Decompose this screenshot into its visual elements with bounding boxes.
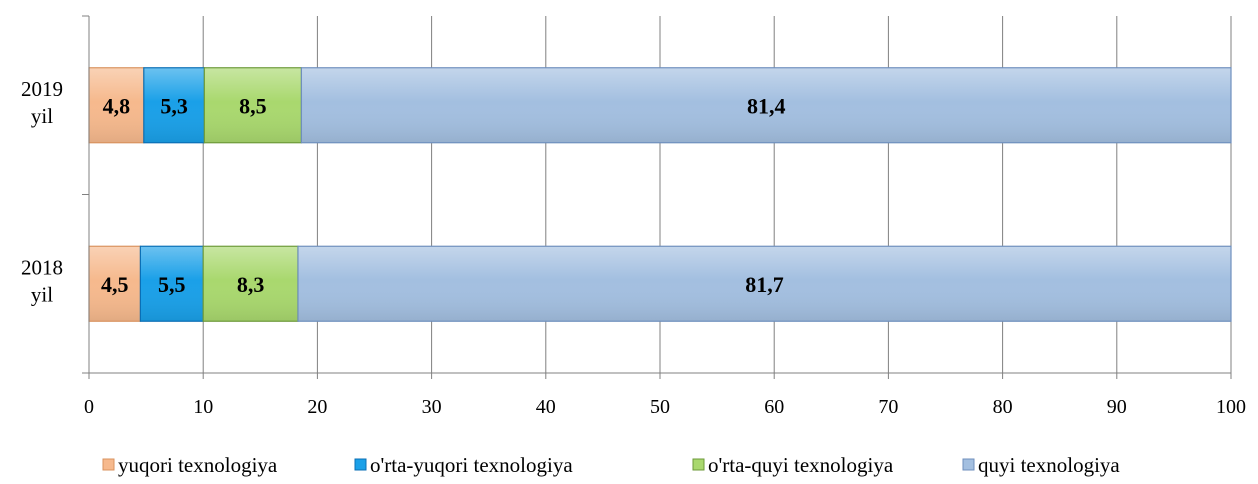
- legend-swatch: [962, 458, 975, 471]
- bar-shine: [203, 246, 298, 321]
- bar-shine: [302, 68, 1231, 143]
- legend-swatch: [354, 458, 367, 471]
- x-tick-label: 40: [536, 396, 556, 418]
- category-label: yil: [31, 282, 53, 306]
- bar-shine: [89, 246, 140, 321]
- bar-shine: [144, 68, 204, 143]
- data-label: 8,5: [239, 93, 267, 118]
- data-label: 5,3: [160, 93, 188, 118]
- bar-shine: [204, 68, 301, 143]
- x-tick-label: 50: [650, 396, 670, 418]
- data-label: 8,3: [237, 272, 265, 297]
- data-label: 81,7: [745, 272, 784, 297]
- bar-shine: [89, 68, 144, 143]
- x-tick-label: 100: [1216, 396, 1246, 418]
- legend-swatch: [692, 458, 705, 471]
- legend-label: o'rta-quyi texnologiya: [708, 453, 894, 477]
- bar-shine: [298, 246, 1231, 321]
- legend-swatch: [102, 458, 115, 471]
- x-tick-label: 20: [307, 396, 327, 418]
- legend-label: yuqori texnologiya: [118, 453, 278, 477]
- bars: 4,8 5,3 8,5 81,4 4,5 5,5 8,3 81,7: [88, 67, 1232, 322]
- x-tick-label: 60: [764, 396, 784, 418]
- category-label: yil: [31, 104, 53, 128]
- data-label: 5,5: [158, 272, 186, 297]
- legend-label: quyi texnologiya: [978, 453, 1120, 477]
- x-tick-label: 0: [84, 396, 94, 418]
- legend: yuqori texnologiya o'rta-yuqori texnologi…: [102, 453, 1120, 477]
- legend-label: o'rta-yuqori texnologiya: [370, 453, 573, 477]
- x-tick-label: 10: [193, 396, 213, 418]
- data-label: 4,8: [103, 93, 131, 118]
- bar-shine: [140, 246, 203, 321]
- category-label: 2019: [21, 77, 63, 101]
- data-label: 81,4: [747, 93, 786, 118]
- x-tick-label: 80: [993, 396, 1013, 418]
- data-label: 4,5: [101, 272, 129, 297]
- axes: 0 10 20 30 40 50 60 70 80 90 100 2019 yil 2018 yil: [21, 15, 1246, 418]
- category-label: 2018: [21, 255, 63, 279]
- x-tick-label: 90: [1107, 396, 1127, 418]
- x-tick-label: 30: [422, 396, 442, 418]
- x-tick-label: 70: [878, 396, 898, 418]
